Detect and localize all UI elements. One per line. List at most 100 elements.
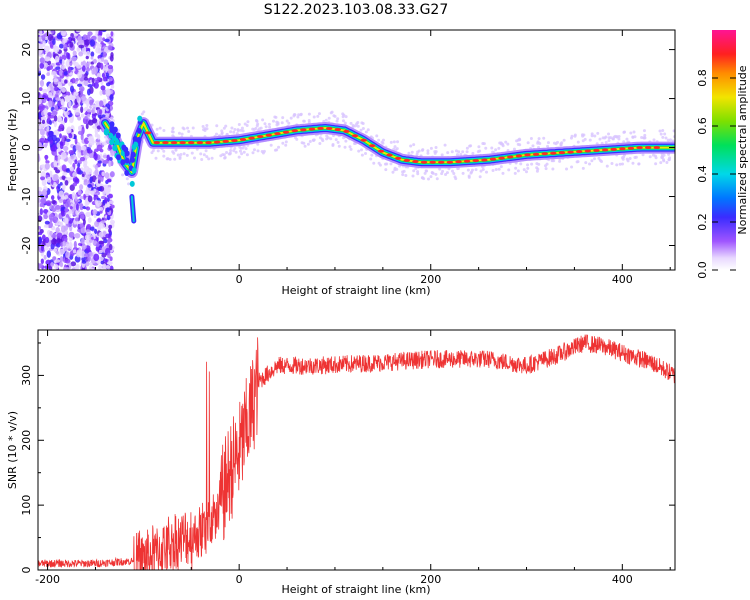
noise-speck — [100, 85, 106, 91]
halo-speck — [558, 159, 562, 163]
halo-speck — [155, 132, 159, 136]
noise-speck — [53, 167, 58, 171]
halo-speck — [228, 151, 232, 155]
noise-speck — [107, 193, 114, 199]
halo-speck — [201, 125, 205, 129]
halo-speck — [307, 120, 311, 124]
ridge-core — [308, 127, 316, 131]
noise-speck — [83, 77, 89, 81]
noise-speck — [56, 148, 62, 152]
noise-speck — [68, 133, 73, 139]
halo-speck — [154, 156, 158, 160]
noise-speck — [104, 172, 110, 179]
ridge-core — [567, 150, 574, 154]
noise-speck — [68, 241, 73, 250]
halo-speck — [392, 140, 396, 144]
noise-speck — [85, 67, 91, 72]
noise-speck — [69, 85, 75, 93]
halo-speck — [660, 155, 664, 159]
turbulent-blob — [115, 154, 121, 161]
halo-speck — [494, 148, 498, 152]
noise-speck — [66, 111, 70, 115]
snr-x-tick-label: 200 — [420, 573, 441, 586]
noise-speck — [92, 209, 98, 215]
noise-speck — [38, 197, 41, 203]
halo-speck — [590, 159, 594, 163]
noise-speck — [43, 224, 49, 228]
noise-speck — [84, 39, 90, 46]
noise-speck — [61, 65, 66, 70]
noise-speck — [77, 151, 82, 158]
noise-speck — [82, 60, 87, 67]
noise-speck — [67, 66, 71, 74]
halo-speck — [526, 163, 530, 167]
noise-speck — [49, 120, 52, 125]
halo-speck — [325, 134, 329, 138]
halo-speck — [438, 167, 442, 171]
snr-y-tick-label: 300 — [20, 365, 33, 386]
halo-speck — [341, 112, 345, 116]
halo-speck — [317, 112, 321, 116]
spectrogram-heatmap — [38, 30, 675, 270]
noise-speck — [102, 263, 107, 270]
noise-speck — [95, 42, 100, 48]
noise-speck — [110, 84, 115, 89]
halo-speck — [537, 137, 541, 141]
halo-speck — [274, 115, 278, 119]
noise-speck — [39, 79, 45, 87]
noise-speck — [38, 147, 43, 152]
noise-speck — [85, 170, 90, 175]
spectrogram-x-tick-label: 0 — [236, 273, 243, 286]
noise-speck — [64, 95, 70, 103]
halo-speck — [182, 127, 186, 131]
halo-speck — [643, 136, 647, 140]
halo-speck — [584, 161, 588, 165]
noise-speck — [97, 35, 103, 43]
noise-speck — [58, 222, 62, 226]
halo-speck — [360, 121, 364, 125]
halo-speck — [456, 167, 460, 171]
halo-speck — [392, 147, 396, 151]
noise-speck — [43, 209, 49, 214]
ridge-core — [360, 138, 367, 142]
ridge-core — [334, 128, 342, 132]
noise-speck — [79, 195, 84, 200]
halo-speck — [570, 165, 574, 169]
halo-speck — [613, 134, 617, 138]
noise-speck — [53, 174, 59, 181]
halo-speck — [654, 162, 658, 166]
halo-speck — [331, 144, 335, 148]
halo-speck — [576, 140, 580, 144]
noise-speck — [65, 138, 71, 143]
halo-speck — [512, 147, 516, 151]
halo-speck — [336, 117, 340, 121]
snr-y-ticks: 0 100 200 300 — [20, 342, 675, 574]
colorbar-gradient — [712, 30, 736, 270]
halo-speck — [204, 149, 208, 153]
noise-speck — [87, 183, 93, 188]
noise-speck — [56, 232, 63, 239]
noise-speck — [91, 113, 97, 120]
halo-speck — [230, 126, 234, 130]
halo-speck — [629, 131, 633, 135]
halo-speck — [348, 145, 352, 149]
halo-speck — [500, 142, 504, 146]
halo-speck — [607, 132, 611, 136]
noise-speck — [91, 77, 95, 84]
halo-speck — [622, 140, 626, 144]
halo-speck — [285, 119, 289, 123]
colorbar-tick-label: 0.4 — [696, 165, 709, 183]
ridge-core — [412, 160, 419, 164]
halo-speck — [444, 173, 448, 177]
noise-speck — [75, 251, 82, 258]
ridge-core — [636, 146, 643, 150]
ridge-core — [644, 146, 652, 150]
halo-speck — [238, 149, 242, 153]
halo-speck — [316, 114, 320, 118]
halo-speck — [223, 156, 227, 160]
noise-speck — [78, 39, 85, 44]
noise-speck — [88, 239, 93, 243]
halo-speck — [234, 150, 238, 154]
halo-speck — [205, 124, 209, 128]
